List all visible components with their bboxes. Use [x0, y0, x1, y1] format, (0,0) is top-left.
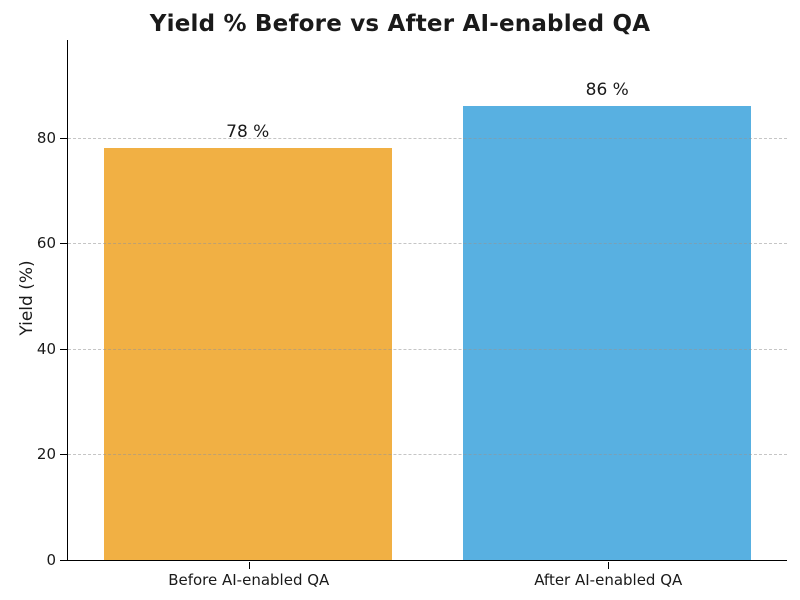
- y-tick-label-40: 40: [36, 339, 56, 358]
- y-tick-mark-40: [60, 348, 67, 350]
- y-tick-label-80: 80: [36, 128, 56, 147]
- plot-area: 78 % 86 %: [67, 40, 787, 561]
- y-tick-label-60: 60: [36, 234, 56, 253]
- y-axis-label: Yield (%): [17, 260, 37, 336]
- x-tick-mark-1: [608, 562, 610, 569]
- gridline-60: [68, 243, 787, 245]
- gridline-40: [68, 348, 787, 350]
- y-tick-label-20: 20: [36, 445, 56, 464]
- bar-0: [103, 148, 392, 560]
- y-tick-mark-60: [60, 243, 67, 245]
- bar-value-label-0: 78 %: [226, 122, 270, 143]
- gridline-20: [68, 454, 787, 456]
- y-tick-mark-80: [60, 137, 67, 139]
- bar-1: [463, 106, 752, 560]
- y-tick-mark-0: [60, 560, 67, 561]
- x-tick-mark-0: [248, 562, 250, 569]
- y-tick-label-0: 0: [46, 551, 56, 569]
- chart-title: Yield % Before vs After AI-enabled QA: [149, 11, 651, 37]
- bar-value-label-1: 86 %: [585, 80, 629, 100]
- x-tick-label-0: Before AI-enabled QA: [168, 571, 330, 589]
- gridline-80: [68, 137, 787, 139]
- x-tick-label-1: After AI-enabled QA: [534, 571, 683, 589]
- y-tick-mark-20: [60, 454, 67, 456]
